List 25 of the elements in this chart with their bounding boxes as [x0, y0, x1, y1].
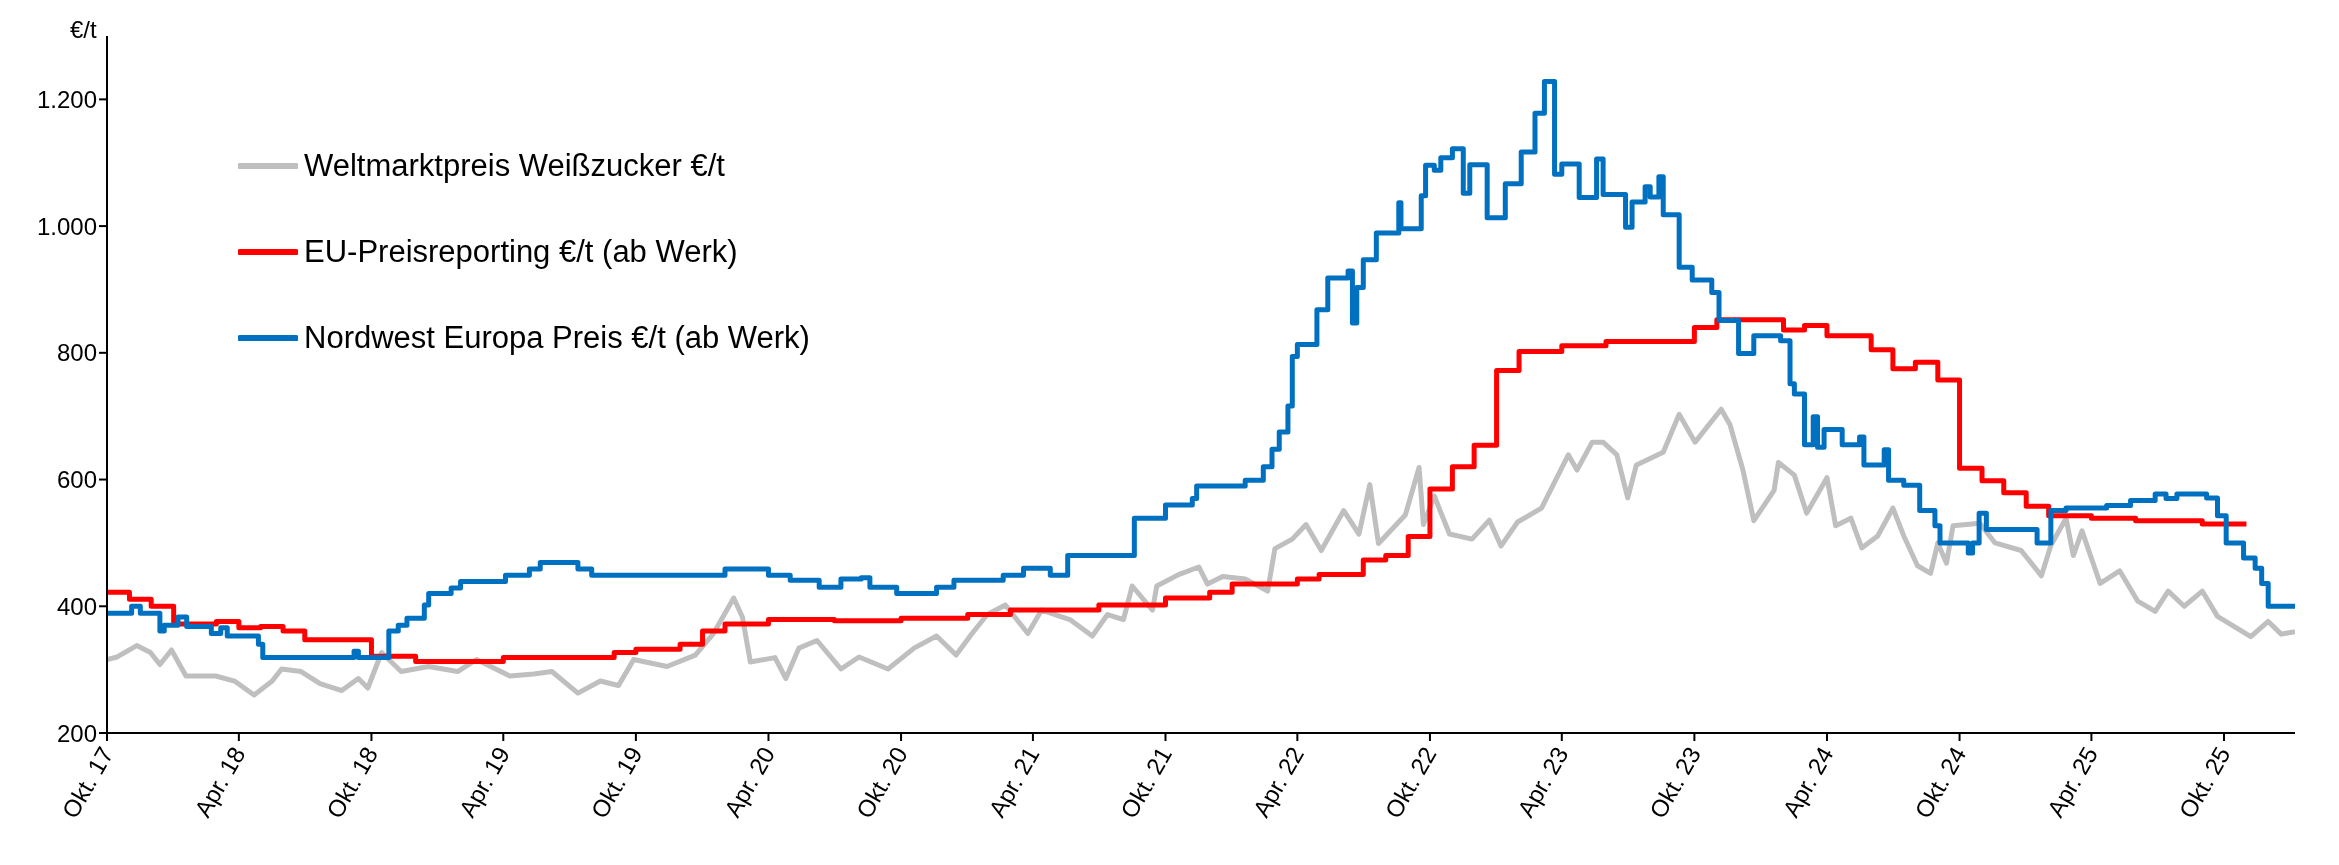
x-tick-label: Apr. 22: [1247, 742, 1309, 822]
x-tick-label: Okt. 21: [1115, 742, 1178, 823]
x-tick-label: Okt. 22: [1379, 742, 1442, 823]
x-tick-label: Okt. 24: [1909, 742, 1972, 823]
x-tick-label: Apr. 25: [2041, 742, 2104, 822]
legend-label: Nordwest Europa Preis €/t (ab Werk): [304, 320, 810, 356]
y-axis-title: €/t: [70, 16, 97, 44]
y-tick-label: 1.200: [36, 85, 97, 113]
x-tick-label: Okt. 23: [1643, 742, 1706, 823]
y-tick-label: 600: [56, 466, 97, 494]
x-tick-label: Okt. 20: [850, 742, 913, 823]
x-tick-label: Apr. 19: [453, 742, 515, 822]
x-tick-label: Apr. 18: [189, 742, 251, 822]
y-tick-label: 400: [56, 592, 97, 620]
x-tick-label: Apr. 24: [1777, 742, 1839, 822]
x-tick-label: Okt. 18: [320, 742, 384, 823]
legend-label: EU-Preisreporting €/t (ab Werk): [304, 234, 738, 270]
x-tick-label: Apr. 21: [983, 742, 1045, 822]
x-tick-label: Okt. 19: [585, 742, 648, 823]
x-tick-label: Apr. 20: [718, 742, 781, 822]
y-tick-label: 1.000: [36, 212, 97, 240]
x-tick-label: Apr. 23: [1511, 742, 1574, 822]
legend-label: Weltmarktpreis Weißzucker €/t: [304, 148, 725, 184]
x-tick-label: Okt. 25: [2173, 742, 2236, 823]
y-tick-label: 800: [56, 339, 97, 367]
